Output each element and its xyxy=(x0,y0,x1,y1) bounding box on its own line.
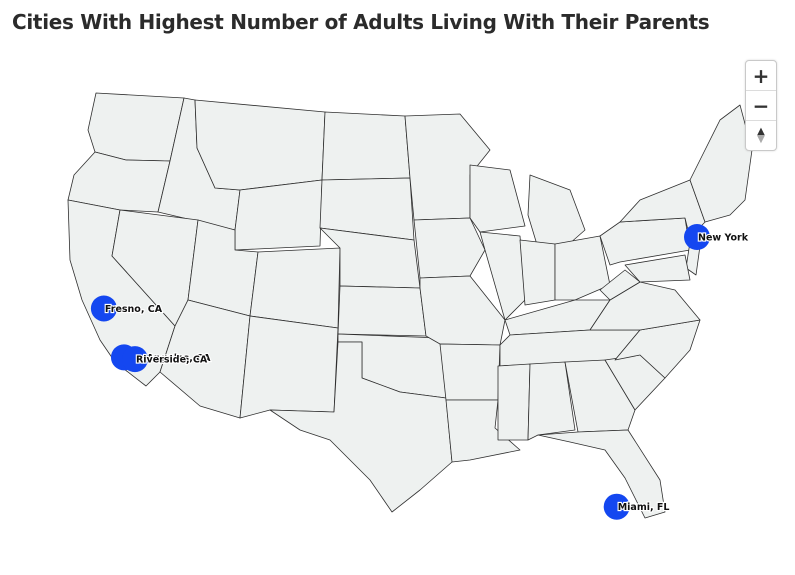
state-texas xyxy=(269,341,453,513)
state-wyoming xyxy=(234,179,323,251)
city-marker[interactable]: Riverside, CA xyxy=(121,346,209,373)
us-states-layer xyxy=(67,92,753,519)
city-marker-dot[interactable] xyxy=(603,493,630,520)
city-marker[interactable]: New York xyxy=(684,224,750,250)
state-florida xyxy=(537,429,666,519)
state-kansas xyxy=(337,285,427,337)
state-arkansas xyxy=(439,343,501,401)
state-georgia xyxy=(564,359,636,433)
city-marker-dot[interactable] xyxy=(90,295,117,322)
plus-icon: + xyxy=(752,63,770,88)
compass-south-icon: ▼ xyxy=(757,133,765,145)
city-marker[interactable]: Fresno, CA xyxy=(90,295,164,322)
reset-bearing-button[interactable]: ▲ ▼ xyxy=(746,121,776,150)
state-mississippi xyxy=(497,363,531,441)
zoom-out-button[interactable]: − xyxy=(746,91,776,121)
state-iowa xyxy=(413,217,486,279)
state-maryland xyxy=(624,254,691,283)
city-marker-dot[interactable] xyxy=(684,224,710,250)
minus-icon: − xyxy=(752,93,770,118)
city-marker-label: Riverside, CA xyxy=(136,355,208,366)
city-marker[interactable]: Miami, FL xyxy=(603,493,671,520)
state-new-england xyxy=(689,104,753,223)
city-marker-label: New York xyxy=(698,233,749,244)
state-montana xyxy=(194,99,326,191)
state-oregon xyxy=(67,151,171,213)
state-illinois xyxy=(479,231,526,321)
city-marker-dot[interactable] xyxy=(121,346,148,373)
compass-icon: ▲ xyxy=(757,125,765,137)
map-title: Cities With Highest Number of Adults Liv… xyxy=(12,10,710,34)
map-zoom-controls: + − ▲ ▼ xyxy=(745,60,777,151)
state-missouri xyxy=(419,275,506,346)
state-wisconsin xyxy=(469,164,526,233)
city-marker-label: Fresno, CA xyxy=(105,304,163,315)
state-alabama xyxy=(527,361,576,441)
state-indiana xyxy=(519,239,556,306)
state-north-dakota xyxy=(321,111,411,181)
state-ohio xyxy=(554,235,611,301)
state-washington xyxy=(87,92,185,162)
city-marker-label: Miami, FL xyxy=(618,502,670,513)
zoom-in-button[interactable]: + xyxy=(746,61,776,91)
state-new-mexico xyxy=(239,315,339,419)
state-colorado xyxy=(249,247,341,329)
